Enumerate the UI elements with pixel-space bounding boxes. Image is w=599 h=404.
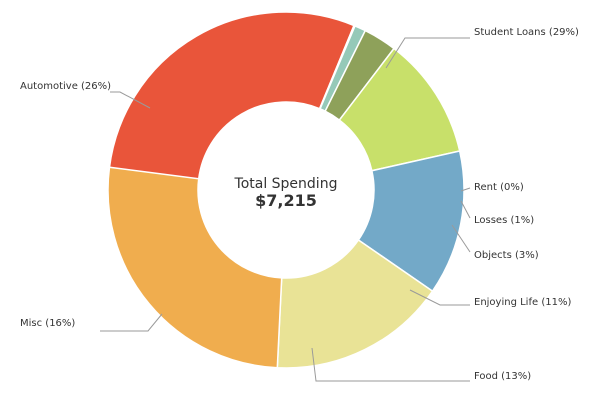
chart-center-title: Total Spending [234,176,338,192]
leader-line-misc [100,313,163,332]
slice-label-objects: Objects (3%) [474,250,539,261]
leader-line-automotive [110,91,151,109]
slice-label-misc: Misc (16%) [20,318,75,329]
leader-line-enjoying-life [409,289,470,306]
slice-label-rent: Rent (0%) [474,182,524,193]
leader-line-food [311,347,470,382]
chart-labels: Student Loans (29%) Rent (0%) Losses (1%) O… [20,27,579,382]
chart-leader-lines [100,37,471,382]
slice-label-automotive: Automotive (26%) [20,81,111,92]
leader-line-objects [451,224,471,253]
leader-line-rent [460,187,471,192]
slice-label-student-loans: Student Loans (29%) [474,27,579,38]
chart-center-value: $7,215 [255,191,317,210]
leader-line-student-loans [385,37,470,69]
chart-slices [107,11,465,369]
slice-label-enjoying-life: Enjoying Life (11%) [474,297,571,308]
slice-label-food: Food (13%) [474,371,531,382]
leader-line-losses [460,200,471,219]
donut-hole [198,102,374,278]
slice-label-losses: Losses (1%) [474,215,534,226]
